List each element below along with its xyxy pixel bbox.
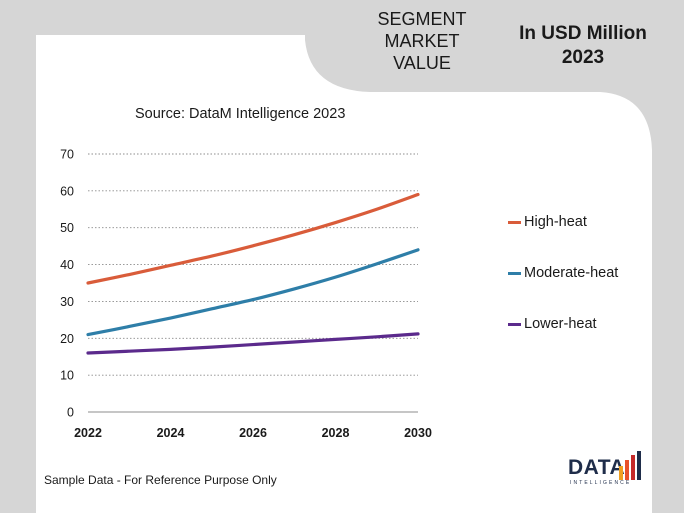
series-line-moderate-heat	[86, 248, 420, 337]
currency-year-label: In USD Million 2023	[498, 22, 668, 70]
chart-legend: High-heat Moderate-heat Lower-heat	[508, 206, 658, 359]
logo-bars-icon	[619, 451, 641, 480]
currency-line: In USD Million	[519, 23, 647, 44]
logo-bar	[637, 451, 641, 480]
datam-logo: DATA INTELLIGENCE	[568, 450, 646, 488]
y-tick-label: 70	[60, 148, 74, 162]
x-tick-label: 2026	[239, 426, 267, 440]
segment-title-line: SEGMENT	[377, 9, 467, 29]
grid-layer	[88, 153, 418, 413]
legend-item-lower-heat: Lower-heat	[508, 308, 658, 340]
segment-market-value-title: SEGMENT MARKET VALUE	[352, 8, 492, 74]
y-tick-label: 40	[60, 258, 74, 272]
legend-swatch	[508, 271, 521, 275]
legend-label: Lower-heat	[524, 316, 597, 332]
x-tick-label: 2022	[74, 426, 102, 440]
legend-item-high-heat: High-heat	[508, 206, 658, 238]
x-tick-label: 2024	[157, 426, 185, 440]
sample-data-note: Sample Data - For Reference Purpose Only	[44, 473, 277, 487]
legend-swatch	[508, 220, 521, 224]
source-note: Source: DataM Intelligence 2023	[135, 106, 346, 122]
year-line: 2023	[561, 47, 605, 68]
logo-bar	[631, 455, 635, 480]
y-tick-label: 30	[60, 295, 74, 309]
y-tick-label: 20	[60, 332, 74, 346]
x-tick-label: 2030	[404, 426, 432, 440]
y-tick-label: 60	[60, 184, 74, 198]
legend-item-moderate-heat: Moderate-heat	[508, 257, 658, 289]
logo-wordmark: DATA	[568, 456, 626, 479]
series-layer	[86, 192, 420, 355]
legend-label: Moderate-heat	[524, 265, 619, 281]
logo-bar	[625, 460, 629, 480]
series-line-lower-heat	[86, 332, 420, 355]
y-tick-label: 10	[60, 369, 74, 383]
logo-bar	[619, 466, 623, 480]
logo-subtitle: INTELLIGENCE	[570, 480, 632, 486]
segment-title-line: VALUE	[393, 53, 451, 73]
legend-swatch	[508, 322, 521, 326]
series-line-high-heat	[86, 192, 420, 285]
legend-label: High-heat	[524, 214, 587, 230]
segment-title-line: MARKET	[384, 31, 460, 51]
y-tick-label: 0	[67, 406, 74, 420]
y-tick-label: 50	[60, 221, 74, 235]
x-tick-label: 2028	[322, 426, 350, 440]
